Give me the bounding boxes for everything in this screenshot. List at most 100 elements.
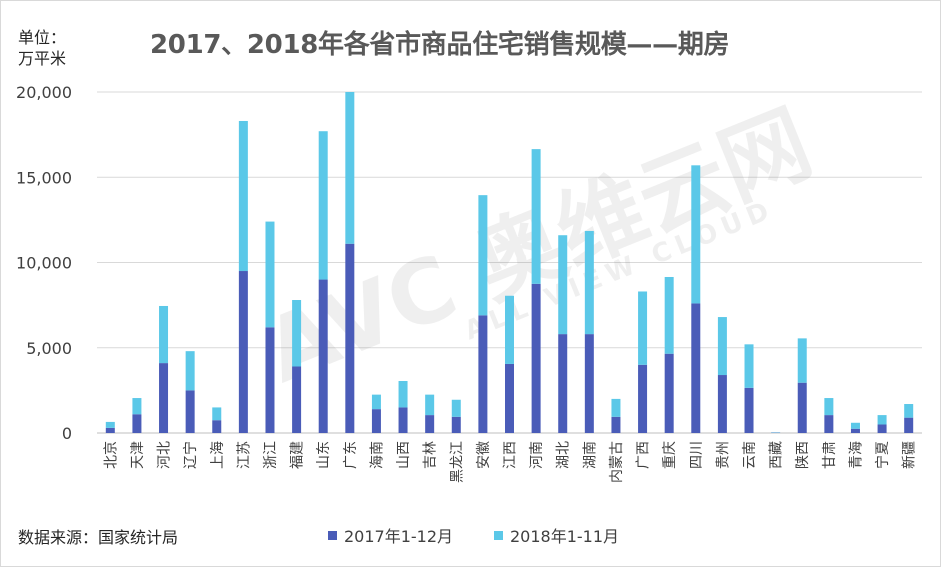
bar-2018-14 (478, 195, 488, 316)
bar-2018-17 (558, 235, 568, 335)
bar-2018-27 (824, 398, 834, 416)
bar-2018-10 (371, 394, 381, 410)
bar-2018-23 (717, 317, 727, 376)
x-tick-label-16: 河南 (529, 441, 545, 469)
x-tick-label-5: 江苏 (236, 441, 252, 469)
bar-2018-5 (238, 120, 248, 272)
x-tick-label-14: 安徽 (476, 441, 492, 469)
x-tick-label-25: 西藏 (769, 441, 785, 469)
y-tick-label-4: 20,000 (16, 83, 72, 102)
x-tick-label-1: 天津 (130, 441, 146, 469)
bar-2017-28 (850, 428, 860, 433)
bars (105, 92, 914, 433)
bar-2017-3 (185, 390, 195, 433)
legend-swatch-2017 (328, 530, 337, 540)
x-tick-label-20: 广西 (636, 441, 652, 469)
bar-2018-28 (850, 422, 860, 429)
bar-2017-6 (265, 327, 275, 433)
x-tick-label-0: 北京 (103, 441, 119, 469)
x-tick-label-13: 黑龙江 (449, 441, 465, 483)
x-tick-label-27: 甘肃 (822, 441, 838, 469)
bar-2017-26 (797, 382, 807, 433)
bar-2018-9 (345, 92, 355, 244)
bar-2017-15 (505, 363, 514, 433)
bar-2017-24 (744, 387, 754, 433)
bar-2017-27 (824, 415, 834, 433)
x-tick-label-10: 海南 (369, 441, 385, 469)
x-tick-label-12: 吉林 (423, 441, 439, 469)
x-tick-label-22: 四川 (689, 441, 705, 469)
bar-2017-0 (105, 427, 115, 433)
y-axis-unit-line-1: 单位： (18, 28, 67, 47)
bar-2018-8 (318, 131, 328, 280)
chart-title: 2017、2018年各省市商品住宅销售规模——期房 (150, 30, 730, 60)
bar-2017-2 (159, 363, 169, 433)
bar-2017-7 (292, 366, 302, 433)
bar-2018-6 (265, 221, 275, 328)
x-tick-label-17: 湖北 (556, 441, 572, 469)
bar-2017-18 (584, 334, 594, 433)
x-tick-label-6: 浙江 (263, 441, 279, 469)
y-tick-label-1: 5,000 (26, 339, 72, 358)
bar-2017-30 (904, 417, 914, 433)
x-tick-label-26: 陕西 (795, 441, 811, 469)
legend-label-2017: 2017年1-12月 (344, 527, 454, 546)
x-tick-label-23: 贵州 (715, 441, 731, 469)
bar-2017-5 (238, 271, 248, 433)
bar-2017-29 (877, 424, 887, 433)
bar-2017-12 (425, 415, 435, 433)
bar-2017-22 (691, 303, 701, 433)
x-axis-tick-labels: 北京 天津 河北 辽宁 上海 江苏 浙江 福建 山东 广东 海南 山西 吉林 黑龙江 安徽 江西 河南 湖北 湖南内… (103, 441, 917, 483)
bar-2017-13 (451, 416, 461, 433)
bar-2018-29 (877, 415, 887, 425)
x-tick-label-11: 山西 (396, 441, 412, 469)
bar-2017-9 (345, 243, 355, 433)
bar-2018-21 (664, 276, 674, 354)
bar-2018-2 (159, 305, 169, 364)
x-tick-label-3: 辽宁 (182, 441, 199, 469)
bar-2018-22 (691, 165, 701, 304)
x-tick-label-4: 上海 (210, 441, 226, 469)
legend-item-2017: 2017年1-12月 (328, 523, 453, 547)
bar-2018-20 (638, 291, 648, 365)
bar-2018-1 (132, 398, 142, 415)
bar-2017-8 (318, 279, 328, 433)
bar-2017-1 (132, 414, 142, 433)
x-tick-label-7: 福建 (290, 441, 306, 469)
bar-2018-7 (292, 300, 302, 367)
legend-item-2018: 2018年1-11月 (494, 523, 619, 547)
x-tick-label-18: 湖南 (582, 441, 598, 469)
bar-2017-14 (478, 315, 488, 433)
bar-2018-16 (531, 149, 541, 284)
bar-2018-15 (505, 295, 514, 364)
y-tick-label-2: 10,000 (16, 254, 72, 273)
x-tick-label-2: 河北 (157, 441, 173, 469)
legend-swatch-2018 (494, 530, 503, 540)
bar-2018-26 (797, 338, 807, 383)
bar-2017-23 (717, 375, 727, 433)
x-tick-label-19: 内蒙古 (609, 441, 625, 483)
x-tick-label-15: 江西 (503, 441, 519, 469)
bar-2018-18 (584, 230, 594, 335)
bar-2017-4 (212, 420, 222, 433)
bar-2017-11 (398, 407, 408, 433)
bar-2017-10 (371, 409, 381, 433)
bar-2018-19 (611, 398, 621, 417)
x-tick-label-21: 重庆 (662, 441, 678, 469)
x-tick-label-9: 广东 (343, 441, 359, 469)
bar-2018-3 (185, 351, 195, 391)
y-axis-unit-line-2: 万平米 (18, 49, 67, 68)
bar-2017-16 (531, 283, 541, 433)
bar-2018-0 (105, 421, 115, 428)
bar-2018-30 (904, 404, 914, 418)
bar-2018-13 (451, 399, 461, 417)
bar-2017-17 (558, 334, 568, 433)
y-axis-unit-label: 单位： 万平米 (18, 27, 66, 69)
bar-2017-19 (611, 416, 621, 433)
bar-2018-12 (425, 394, 435, 416)
x-tick-label-28: 青海 (848, 441, 864, 469)
bar-2018-4 (212, 407, 222, 421)
